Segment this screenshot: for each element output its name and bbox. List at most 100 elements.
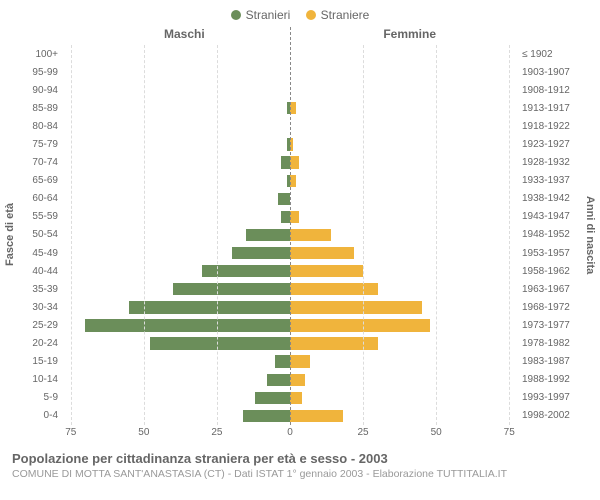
age-label: 55-59 [20,208,58,226]
year-label: 1948-1952 [522,226,580,244]
age-label: 20-24 [20,335,58,353]
age-label: 0-4 [20,407,58,425]
pyramid-row [62,135,518,153]
y-axis-label-left: Fasce di età [4,45,20,425]
pyramid-row [62,371,518,389]
year-label: 1918-1922 [522,117,580,135]
age-label: 10-14 [20,371,58,389]
bar-male [129,301,290,313]
x-tick: 0 [287,427,293,438]
pyramid-row [62,335,518,353]
bar-male [232,247,290,259]
pyramid-row [62,316,518,334]
pyramid-row [62,244,518,262]
age-label: 40-44 [20,262,58,280]
bar-female [290,138,293,150]
age-label: 45-49 [20,244,58,262]
pyramid-row [62,226,518,244]
x-ticks: 75 50 25 0 25 50 75 [62,427,518,441]
header-male: Maschi [164,27,205,41]
bar-male [202,265,290,277]
bar-male [281,156,290,168]
bar-female [290,156,299,168]
x-tick: 50 [138,427,149,438]
age-label: 95-99 [20,63,58,81]
header-female: Femmine [383,27,436,41]
pyramid-row [62,81,518,99]
pyramid-chart: Stranieri Straniere Maschi Femmine Fasce… [0,0,600,484]
pyramid-row [62,45,518,63]
year-label: 1928-1932 [522,154,580,172]
bar-female [290,374,305,386]
year-label: 1943-1947 [522,208,580,226]
age-label: 35-39 [20,280,58,298]
pyramid-row [62,99,518,117]
age-label: 25-29 [20,316,58,334]
age-label: 15-19 [20,353,58,371]
legend-item-female: Straniere [306,8,370,22]
year-label: 1903-1907 [522,63,580,81]
bar-male [275,355,290,367]
x-tick: 50 [431,427,442,438]
y-axis-label-right: Anni di nascita [580,45,596,425]
bar-female [290,102,296,114]
circle-icon [306,10,316,20]
bar-female [290,211,299,223]
pyramid-row [62,262,518,280]
age-label: 80-84 [20,117,58,135]
x-axis: 75 50 25 0 25 50 75 [4,427,596,441]
bar-male [173,283,290,295]
legend-item-male: Stranieri [231,8,291,22]
bar-male [281,211,290,223]
bar-female [290,301,422,313]
age-label: 90-94 [20,81,58,99]
bar-male [278,193,290,205]
chart-title: Popolazione per cittadinanza straniera p… [12,451,596,466]
year-label: 1998-2002 [522,407,580,425]
bar-male [85,319,290,331]
year-label: 1933-1937 [522,172,580,190]
bar-male [267,374,290,386]
year-label: 1963-1967 [522,280,580,298]
x-tick: 25 [358,427,369,438]
x-tick: 25 [211,427,222,438]
x-tick: 75 [65,427,76,438]
bar-female [290,410,343,422]
column-headers: Maschi Femmine [4,27,596,45]
bar-male [150,337,290,349]
bar-female [290,355,310,367]
bar-female [290,229,331,241]
bar-female [290,265,363,277]
year-label: 1988-1992 [522,371,580,389]
pyramid-row [62,407,518,425]
year-label: 1953-1957 [522,244,580,262]
bar-male [255,392,290,404]
pyramid-row [62,154,518,172]
year-label: 1993-1997 [522,389,580,407]
year-label: 1923-1927 [522,135,580,153]
year-label: ≤ 1902 [522,45,580,63]
age-label: 60-64 [20,190,58,208]
bar-female [290,283,378,295]
legend-label-female: Straniere [321,8,370,22]
pyramid-row [62,190,518,208]
age-label: 30-34 [20,298,58,316]
year-label: 1908-1912 [522,81,580,99]
legend: Stranieri Straniere [4,8,596,23]
pyramid-row [62,63,518,81]
year-label: 1913-1917 [522,99,580,117]
age-label: 85-89 [20,99,58,117]
pyramid-row [62,117,518,135]
bar-female [290,247,354,259]
bar-female [290,337,378,349]
legend-label-male: Stranieri [246,8,291,22]
x-tick: 75 [504,427,515,438]
year-labels: ≤ 19021903-19071908-19121913-19171918-19… [518,45,580,425]
bar-male [243,410,290,422]
pyramid-row [62,172,518,190]
age-label: 5-9 [20,389,58,407]
year-label: 1968-1972 [522,298,580,316]
year-label: 1983-1987 [522,353,580,371]
age-label: 75-79 [20,135,58,153]
year-label: 1978-1982 [522,335,580,353]
